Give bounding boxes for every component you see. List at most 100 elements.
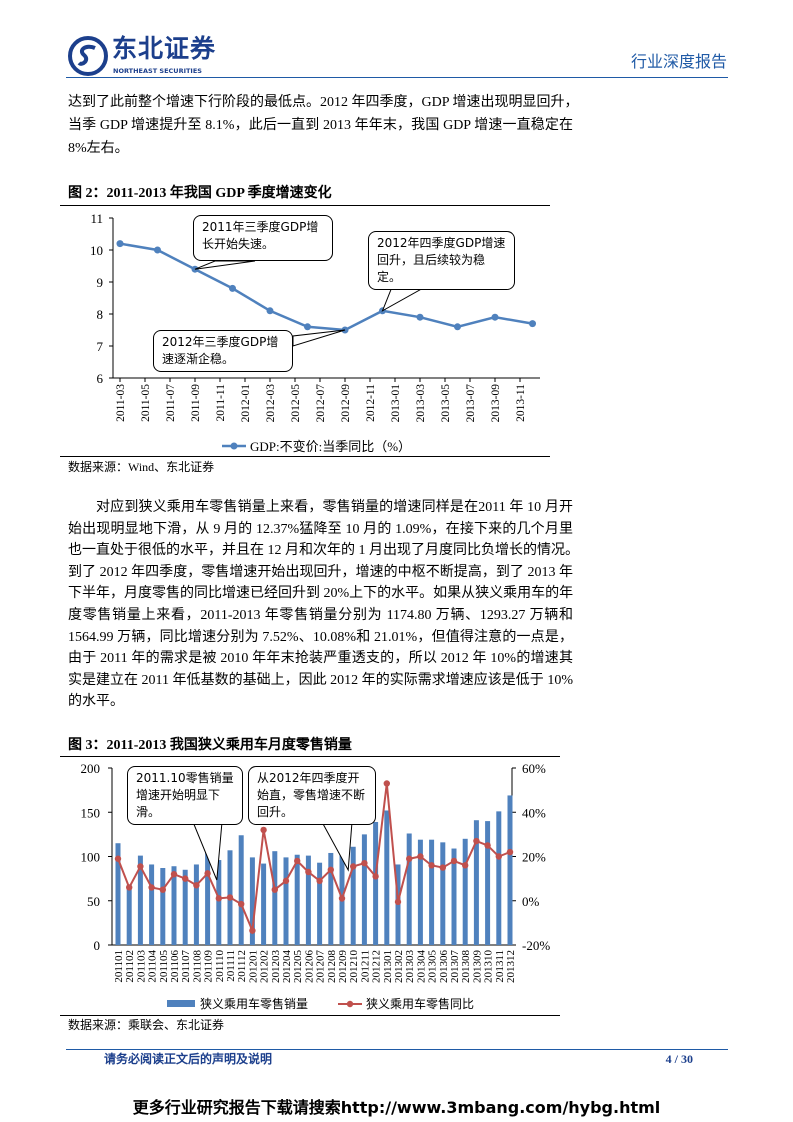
y-tick-label: 11 [90, 211, 103, 226]
yoy-data-point [338, 895, 346, 902]
paragraph-1: 达到了此前整个增速下行阶段的最低点。2012 年四季度，GDP 增速出现明显回升… [68, 91, 579, 160]
sales-bar [171, 866, 177, 945]
yoy-data-point [148, 884, 155, 891]
x-tick-label: 2013-05 [440, 384, 452, 423]
x-tick-label: 201203 [270, 950, 282, 984]
right-y-tick-label: -20% [522, 938, 550, 953]
yoy-data-point [439, 864, 446, 871]
x-tick-label: 201211 [359, 950, 371, 983]
text-line: 实是建立在 2011 年低基数的基础上，因此 2012 年的实际需求增速应该是低… [68, 672, 573, 688]
download-banner-link[interactable]: 更多行业研究报告下载请搜索http://www.3mbang.com/hybg.… [132, 1098, 661, 1117]
x-tick-label: 201212 [371, 950, 383, 983]
sales-bar [216, 860, 222, 945]
legend-label: 狭义乘用车零售销量 [200, 996, 308, 1011]
x-tick-label: 201206 [303, 950, 315, 984]
yoy-data-point [462, 862, 469, 869]
footer-divider [66, 1049, 728, 1050]
x-tick-label: 2012-03 [265, 384, 277, 423]
x-tick-label: 201106 [169, 950, 181, 983]
callout-2011q3: 2011年三季度GDP增长开始失速。 [193, 215, 333, 261]
x-tick-label: 201309 [471, 950, 483, 984]
x-tick-label: 2012-09 [340, 384, 352, 423]
logo-emblem-icon [68, 36, 108, 76]
callout-pointer [194, 260, 256, 270]
gdp-data-point [229, 284, 236, 292]
gdp-series-line [119, 242, 533, 332]
legend-marker [346, 1000, 354, 1008]
x-tick-label: 201312 [505, 950, 517, 983]
x-tick-label: 201305 [427, 950, 439, 984]
y-tick-label: 6 [97, 371, 104, 386]
left-y-tick-label: 150 [81, 805, 101, 820]
callout-2011-10: 2011.10零售销量增速开始明显下滑。 [127, 766, 243, 825]
yoy-data-point [282, 877, 290, 885]
x-tick-label: 201101 [113, 950, 125, 983]
yoy-data-point [215, 895, 222, 902]
sales-bar [317, 862, 323, 945]
sales-bar [350, 846, 356, 945]
x-tick-label: 2011-11 [215, 384, 227, 422]
sales-bar [160, 868, 166, 945]
sales-bar [149, 864, 155, 945]
sales-bar [328, 852, 334, 945]
x-tick-label: 201112 [236, 950, 248, 982]
sales-bar [182, 869, 188, 945]
x-tick-label: 2012-07 [315, 384, 327, 423]
x-tick-label: 201111 [225, 950, 237, 982]
yoy-data-point [204, 870, 211, 877]
yoy-data-point [428, 862, 435, 869]
paragraph-2: 对应到狭义乘用车零售销量上来看，零售销量的增速同样是在2011 年 10 月开 … [68, 497, 579, 713]
x-tick-label: 201303 [404, 950, 416, 984]
x-tick-label: 201306 [438, 950, 450, 984]
x-tick-label: 2012-05 [290, 384, 302, 423]
sales-bar [283, 857, 289, 945]
left-y-tick-label: 200 [81, 761, 101, 776]
x-tick-label: 201207 [315, 950, 327, 984]
left-y-tick-label: 100 [81, 850, 101, 865]
text-line: 也一直处于很低的水平，并且在 12 月和次年的 1 月出现了月度同比负增长的情况… [68, 543, 579, 559]
sales-bar [451, 848, 457, 945]
figure-3-bottom-rule [60, 1015, 560, 1016]
x-tick-label: 2011-05 [140, 384, 152, 422]
yoy-data-point [170, 871, 178, 878]
gdp-data-point [154, 246, 161, 254]
yoy-data-point [383, 780, 390, 787]
gdp-line-chart: 6 7 8 9 10 11 2011-03 2011-05 2011-07 2011-09 2011… [90, 211, 540, 454]
x-tick-label: 201103 [135, 950, 147, 983]
yoy-data-point [506, 848, 514, 856]
figure-2-title: 图 2：2011-2013 年我国 GDP 季度增速变化 [68, 186, 332, 201]
callout-pointer [292, 329, 346, 347]
yoy-data-point [450, 857, 458, 865]
x-tick-label: 2013-07 [465, 384, 477, 423]
yoy-data-point [350, 863, 357, 870]
yoy-data-point [417, 853, 424, 860]
gdp-data-point [416, 313, 424, 321]
x-tick-label: 201307 [449, 950, 461, 984]
x-tick-label: 201102 [124, 950, 136, 983]
sales-bar [193, 864, 199, 945]
sales-bar [406, 833, 412, 945]
figure-2-bottom-rule [60, 456, 550, 457]
yoy-data-point [226, 894, 234, 901]
callout-2012q3: 2012年三季度GDP增速逐渐企稳。 [153, 330, 293, 372]
x-tick-label: 2013-01 [390, 384, 402, 423]
x-tick-label: 2013-11 [515, 384, 527, 422]
yoy-data-point [394, 898, 402, 906]
y-tick-label: 10 [90, 243, 103, 258]
gdp-data-point [491, 313, 499, 321]
sales-bar [272, 851, 278, 945]
x-tick-label: 201202 [259, 950, 271, 983]
figure-2-top-rule [60, 205, 550, 206]
figure-3-title: 图 3：2011-2013 我国狭义乘用车月度零售销量 [68, 738, 352, 753]
sales-bar [507, 795, 513, 945]
right-y-tick-label: 40% [522, 805, 546, 820]
yoy-data-point [406, 855, 413, 862]
text-line: 的水平。 [68, 694, 124, 710]
x-tick-label: 201301 [382, 950, 394, 983]
yoy-data-point [484, 842, 491, 849]
figure-3-source: 数据来源：乘联会、东北证券 [68, 1018, 225, 1032]
y-tick-label: 8 [97, 307, 104, 322]
right-y-tick-label: 20% [522, 850, 546, 865]
legend-label: 狭义乘用车零售同比 [366, 996, 474, 1011]
